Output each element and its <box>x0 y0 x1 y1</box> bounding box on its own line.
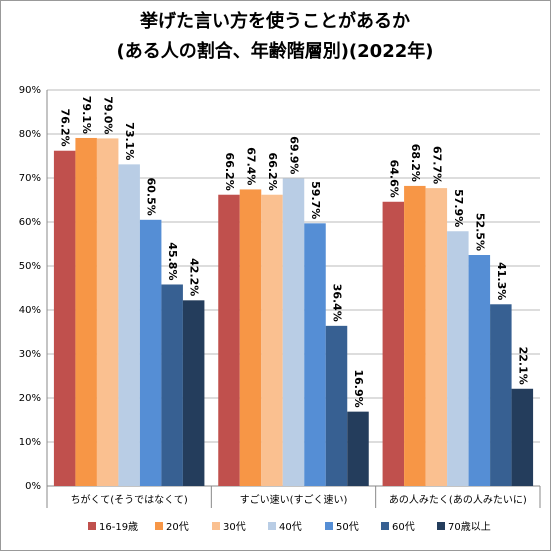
value-label: 68.2% <box>409 144 422 182</box>
value-label: 52.5% <box>473 213 486 251</box>
y-tick-label: 40% <box>19 305 41 316</box>
legend-label: 40代 <box>279 521 302 533</box>
value-label: 36.4% <box>331 284 344 322</box>
bar <box>304 223 326 486</box>
value-label: 41.3% <box>495 262 508 300</box>
value-label: 60.5% <box>145 178 158 216</box>
legend-swatch <box>155 522 163 530</box>
bar <box>425 188 448 486</box>
value-label: 59.7% <box>309 181 322 219</box>
y-tick-label: 50% <box>19 261 41 272</box>
value-label: 57.9% <box>452 189 465 227</box>
bar <box>282 178 305 486</box>
legend-swatch <box>381 522 389 530</box>
value-label: 73.1% <box>123 122 136 160</box>
legend-label: 60代 <box>392 521 415 533</box>
y-tick-label: 70% <box>19 173 41 184</box>
legend-label: 70歳以上 <box>448 521 491 533</box>
legend-label: 20代 <box>166 521 189 533</box>
legend-label: 30代 <box>223 521 246 533</box>
bar <box>447 231 469 486</box>
y-tick-label: 90% <box>19 85 41 96</box>
bar <box>261 194 283 486</box>
bar <box>161 284 183 486</box>
y-tick-label: 10% <box>19 437 41 448</box>
bar <box>239 189 262 486</box>
x-tick-label: あの人みたく(あの人みたいに) <box>389 494 527 506</box>
chart-subtitle: (ある人の割合、年齢階層別)(2022年) <box>116 40 433 62</box>
value-label: 66.2% <box>266 153 279 191</box>
y-tick-label: 0% <box>25 481 41 492</box>
value-label: 79.1% <box>80 96 93 134</box>
x-tick-label: ちがくて(そうではなくて) <box>71 493 188 506</box>
value-label: 45.8% <box>166 242 179 280</box>
chart-title: 挙げた言い方を使うことがあるか <box>139 10 410 32</box>
bar <box>511 388 534 486</box>
legend-label: 16-19歳 <box>99 521 138 533</box>
y-tick-label: 30% <box>19 349 41 360</box>
y-tick-label: 20% <box>19 393 41 404</box>
legend-swatch <box>212 522 220 530</box>
y-tick-label: 60% <box>19 217 41 228</box>
legend-swatch <box>325 522 333 530</box>
x-tick-label: すごい速い(すごく速い) <box>240 493 348 506</box>
value-label: 67.4% <box>245 147 258 185</box>
bar <box>118 164 140 487</box>
bar <box>347 411 369 486</box>
bar <box>404 185 426 487</box>
value-label: 16.9% <box>352 369 365 407</box>
bar <box>182 300 205 486</box>
value-label: 42.2% <box>188 258 201 296</box>
legend-label: 50代 <box>336 521 359 533</box>
value-label: 66.2% <box>223 153 236 191</box>
bar <box>468 255 491 486</box>
legend-swatch <box>437 522 445 530</box>
legend-swatch <box>88 522 96 530</box>
bar <box>382 201 405 486</box>
bar <box>139 219 162 487</box>
bar <box>53 150 76 486</box>
legend-swatch <box>268 522 276 530</box>
bar <box>75 137 97 486</box>
value-label: 79.0% <box>102 96 115 134</box>
bar <box>325 325 348 486</box>
value-label: 64.6% <box>387 160 400 198</box>
value-label: 69.9% <box>288 136 301 174</box>
bar <box>96 138 119 486</box>
bar <box>490 304 512 486</box>
y-tick-label: 80% <box>19 129 41 140</box>
bar <box>218 194 240 486</box>
value-label: 22.1% <box>516 347 529 385</box>
value-label: 67.7% <box>430 146 443 184</box>
value-label: 76.2% <box>59 109 72 147</box>
